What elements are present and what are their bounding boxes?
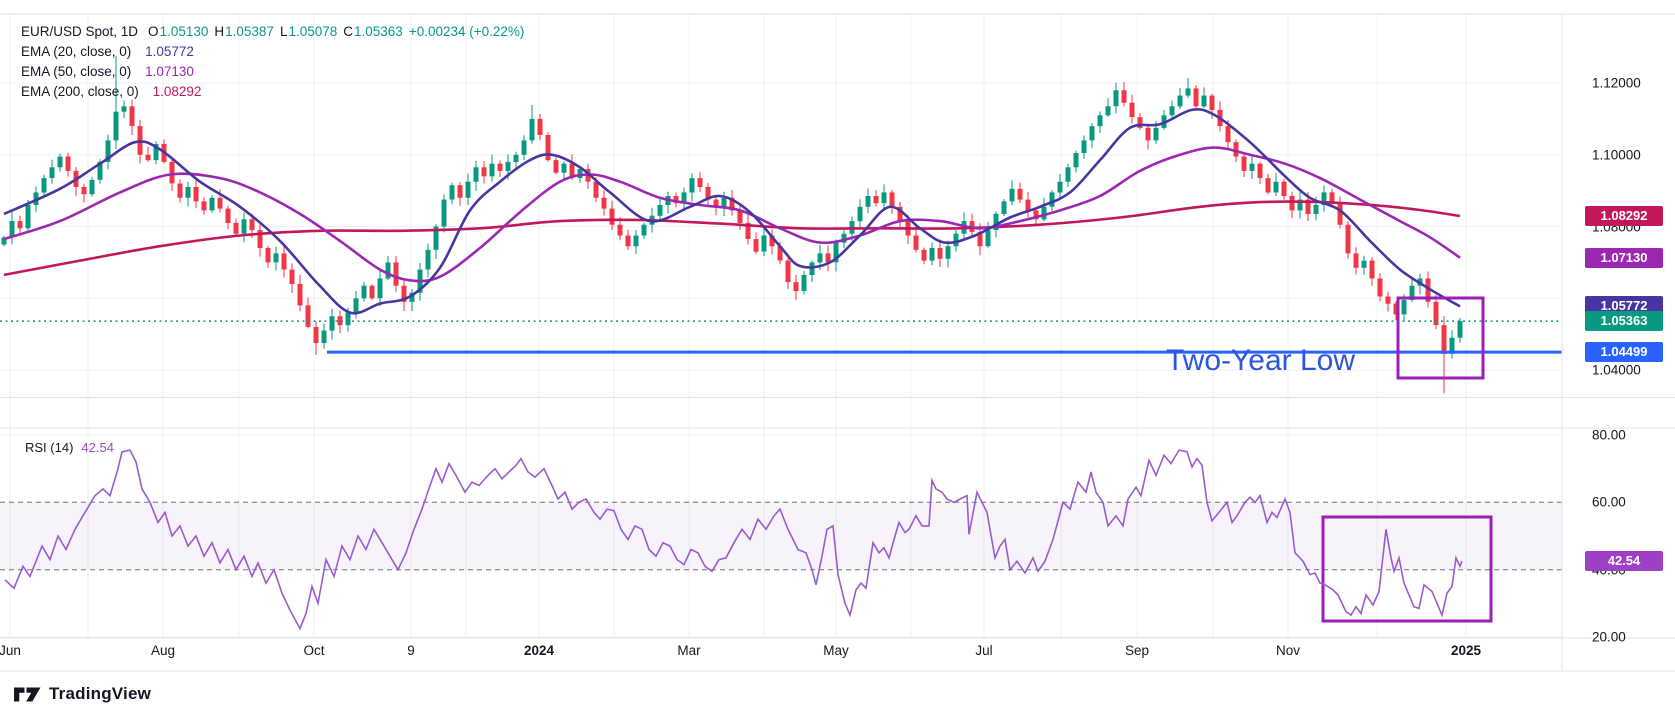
two-year-low-label[interactable]: Two-Year Low [1166,344,1355,377]
time-label-2024: 2024 [523,643,555,658]
price-tick-1.12000: 1.12000 [1592,75,1641,91]
ema200-legend-row[interactable]: EMA (200, close, 0) 1.08292 [21,82,524,102]
tradingview-logo-text: TradingView [49,684,152,703]
time-label-Jul: Jul [975,643,993,658]
ema200-value: 1.08292 [152,84,202,99]
ema20-line [3,108,1461,315]
close-value: 1.05363 [354,24,403,39]
high-value: 1.05387 [225,24,274,39]
ema50-legend-row[interactable]: EMA (50, close, 0) 1.07130 [21,62,524,82]
price-highlight-box[interactable] [1396,296,1485,380]
price-tick-1.10000: 1.10000 [1592,147,1641,163]
vertical-gridlines [9,14,1467,638]
ema200-label: EMA (200, close, 0) [21,84,139,99]
ema20-legend-row[interactable]: EMA (20, close, 0) 1.05772 [21,42,524,62]
ema50-value: 1.07130 [145,64,194,79]
open-value: 1.05130 [159,24,209,39]
ema50-line [3,146,1461,283]
change-value: +0.00234 (+0.22%) [408,24,525,39]
tradingview-logo[interactable]: TradingView [14,684,151,704]
price-badge-ema200: 1.08292 [1585,206,1663,227]
chart-legend: EUR/USD Spot, 1D O1.05130 H1.05387 L1.05078… [21,22,524,102]
rsi-tick-20.00: 20.00 [1592,629,1626,645]
time-label-Sep: Sep [1124,643,1150,658]
tradingview-logo-icon [14,687,41,701]
ema200-line [3,200,1461,277]
rsi-badge: 42.54 [1585,551,1663,572]
low-value: 1.05078 [288,24,338,39]
time-label-9: 9 [407,643,415,658]
time-label-Mar: Mar [677,643,701,658]
rsi-line [4,449,1463,631]
price-badge-ema50: 1.07130 [1585,247,1663,268]
rsi-value: 42.54 [81,440,114,455]
price-badge-support: 1.04499 [1585,342,1663,363]
symbol-legend-row[interactable]: EUR/USD Spot, 1D O1.05130 H1.05387 L1.05078… [21,22,524,42]
time-label-Oct: Oct [303,643,325,658]
close-label: C [343,24,354,39]
ema50-label: EMA (50, close, 0) [21,64,132,79]
time-label-Aug: Aug [150,643,176,658]
time-label-May: May [823,643,849,658]
price-badge-close: 1.05363 [1585,311,1663,332]
ema-lines [3,108,1461,315]
high-label: H [214,24,225,39]
price-tick-1.04000: 1.04000 [1592,362,1641,378]
symbol-title: EUR/USD Spot, 1D [21,24,139,39]
time-label-Nov: Nov [1275,643,1301,658]
ema20-label: EMA (20, close, 0) [21,44,132,59]
rsi-label: RSI (14) [25,440,74,455]
low-label: L [279,24,288,39]
open-label: O [148,24,159,39]
ema20-value: 1.05772 [145,44,194,59]
time-label-Jun: Jun [0,643,21,658]
rsi-tick-60.00: 60.00 [1592,494,1626,510]
rsi-highlight-box[interactable] [1321,515,1493,623]
price-gridlines [0,82,1562,371]
rsi-tick-80.00: 80.00 [1592,427,1626,443]
rsi-legend-row[interactable]: RSI (14) 42.54 [25,440,114,455]
time-label-2025: 2025 [1450,643,1482,658]
